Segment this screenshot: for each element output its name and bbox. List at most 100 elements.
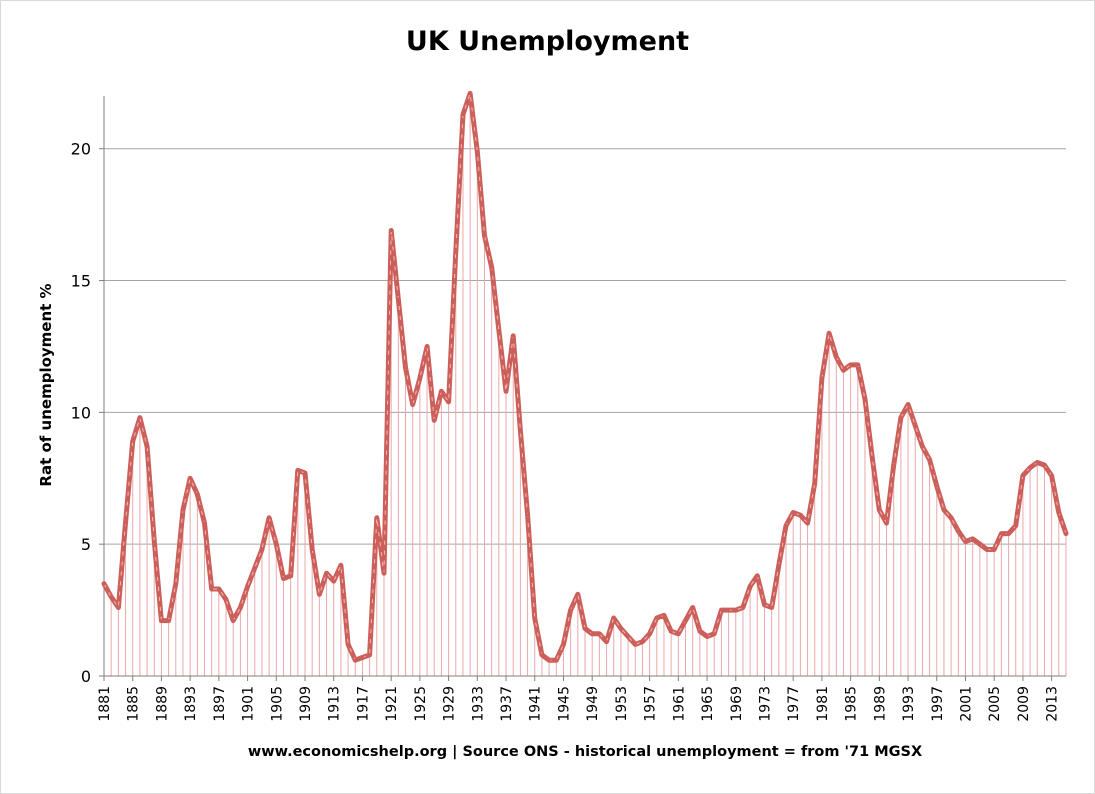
x-tick-label: 1941: [528, 686, 544, 722]
x-tick-label: 1961: [671, 686, 687, 722]
x-tick-label: 1993: [901, 686, 917, 722]
data-point: [569, 608, 573, 612]
data-point: [633, 642, 637, 646]
x-tick-label: 1945: [556, 686, 572, 722]
data-point: [310, 547, 314, 552]
data-point: [210, 587, 214, 591]
x-tick-label: 1893: [183, 686, 199, 722]
x-tick-label: 1909: [298, 686, 314, 722]
x-tick-label: 1969: [729, 686, 745, 722]
data-point: [841, 368, 846, 372]
data-point: [1035, 460, 1039, 465]
data-point: [303, 471, 307, 475]
data-point: [504, 389, 508, 393]
data-point: [260, 547, 264, 552]
data-point: [741, 605, 745, 610]
data-point: [992, 547, 996, 552]
x-tick-label: 1885: [126, 686, 142, 722]
data-point: [971, 537, 975, 541]
data-point: [238, 605, 243, 610]
data-point: [597, 632, 601, 636]
data-point: [382, 571, 386, 575]
data-point: [554, 658, 558, 662]
data-point: [755, 574, 759, 578]
data-point: [870, 455, 874, 459]
x-tick-label: 1917: [355, 686, 371, 722]
data-point: [770, 605, 774, 610]
data-point: [892, 463, 896, 467]
x-tick-label: 1933: [470, 686, 486, 722]
x-tick-label: 1989: [872, 686, 888, 722]
series-line-highlight: [103, 93, 1067, 661]
data-point: [432, 418, 436, 422]
data-point: [849, 363, 853, 367]
data-point: [719, 608, 724, 612]
data-point: [956, 529, 960, 533]
x-tick-label: 2001: [958, 686, 974, 722]
x-tick-label: 2009: [1016, 686, 1032, 722]
data-point: [985, 547, 989, 552]
data-point: [490, 265, 494, 269]
x-axis-label: www.economicshelp.org | Source ONS - his…: [247, 744, 923, 760]
x-tick-label: 1957: [643, 686, 659, 722]
data-point: [468, 91, 472, 95]
data-point: [123, 521, 128, 525]
data-point: [195, 492, 199, 496]
series-group: [101, 90, 1069, 663]
y-tick-labels: 0 5 10 15 20: [71, 140, 91, 686]
y-tick-label: 15: [71, 272, 91, 291]
data-point: [698, 629, 702, 633]
data-point: [655, 616, 659, 620]
data-point: [762, 603, 767, 607]
data-point: [368, 653, 372, 657]
data-point: [411, 402, 415, 407]
data-point: [1014, 524, 1018, 528]
x-tick-label: 1953: [614, 686, 630, 722]
data-point: [942, 508, 946, 512]
y-tick-label: 10: [71, 403, 91, 422]
data-point: [1057, 510, 1061, 515]
data-point: [561, 642, 566, 646]
data-point: [281, 576, 286, 581]
data-point: [619, 626, 623, 631]
data-point: [827, 331, 831, 335]
data-point: [138, 416, 142, 420]
data-point: [906, 402, 910, 407]
data-point: [884, 521, 889, 525]
data-point: [245, 584, 250, 588]
data-point: [296, 468, 300, 472]
data-point: [856, 363, 860, 367]
data-point: [446, 400, 451, 404]
data-point: [920, 445, 925, 449]
data-point: [439, 389, 444, 393]
data-point: [152, 539, 156, 544]
x-tick-label: 1985: [844, 686, 860, 722]
data-point: [813, 481, 817, 486]
data-point: [863, 397, 867, 401]
series-line: [101, 90, 1069, 663]
data-point: [726, 608, 731, 612]
data-point: [748, 584, 752, 588]
data-point: [482, 234, 487, 238]
data-point: [159, 619, 164, 623]
data-point: [425, 344, 429, 349]
data-point: [403, 365, 408, 370]
drop-lines: [103, 93, 1067, 676]
data-point: [131, 439, 135, 443]
data-point: [784, 524, 788, 528]
data-point: [949, 516, 953, 520]
data-point: [375, 516, 379, 520]
data-point: [805, 521, 810, 525]
data-point: [267, 516, 271, 520]
x-tick-label: 1905: [269, 686, 285, 722]
data-point: [583, 626, 587, 631]
data-point: [612, 616, 616, 620]
data-point: [626, 634, 630, 639]
data-point: [188, 476, 192, 480]
x-tick-label: 1921: [384, 686, 400, 722]
data-point: [202, 521, 207, 525]
x-tick-label: 1901: [241, 686, 257, 722]
data-point: [683, 619, 688, 623]
data-point: [289, 574, 293, 578]
